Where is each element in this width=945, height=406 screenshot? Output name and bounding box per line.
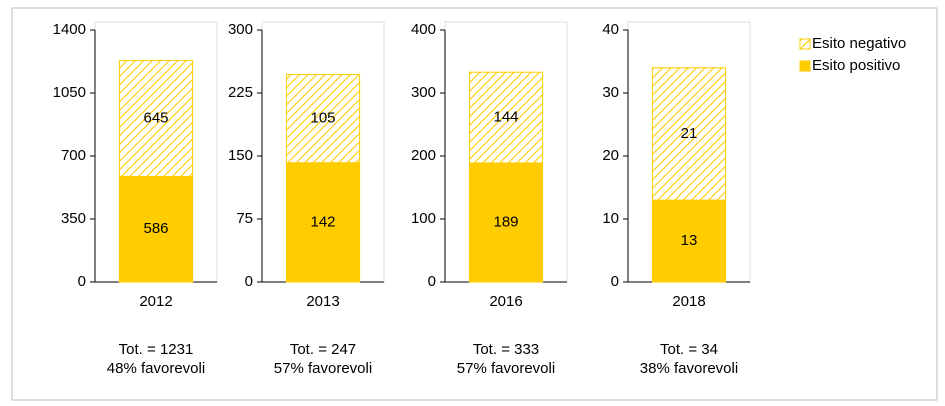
value-label: 144 — [493, 109, 518, 126]
value-label: 645 — [143, 109, 168, 126]
bar-segment — [468, 162, 544, 283]
y-tick-label: 350 — [61, 210, 86, 227]
value-label: 13 — [681, 232, 698, 249]
y-tick-label: 20 — [602, 147, 619, 164]
y-tick-label: 30 — [602, 84, 619, 101]
y-tick-label: 10 — [602, 210, 619, 227]
x-tick-label: 2013 — [306, 293, 339, 310]
y-tick-label: 300 — [228, 21, 253, 38]
annotation: 57% favorevoli — [457, 360, 555, 377]
y-tick-label: 150 — [228, 147, 253, 164]
annotation: Tot. = 34 — [660, 341, 718, 358]
bar-segment — [651, 199, 727, 283]
y-tick-label: 0 — [611, 273, 619, 290]
x-tick-label: 2012 — [139, 293, 172, 310]
y-tick-label: 400 — [411, 21, 436, 38]
y-tick-label: 700 — [61, 147, 86, 164]
bar-segment — [468, 71, 544, 164]
y-tick-label: 75 — [236, 210, 253, 227]
annotation: 48% favorevoli — [107, 360, 205, 377]
x-tick-label: 2016 — [489, 293, 522, 310]
value-label: 105 — [310, 110, 335, 127]
legend-label: Esito positivo — [812, 57, 900, 74]
legend-label: Esito negativo — [812, 35, 906, 52]
x-tick-label: 2018 — [672, 293, 705, 310]
bar-segment — [118, 59, 194, 178]
y-tick-label: 1050 — [53, 84, 86, 101]
y-tick-label: 100 — [411, 210, 436, 227]
y-tick-label: 225 — [228, 84, 253, 101]
y-tick-label: 0 — [78, 273, 86, 290]
value-label: 142 — [310, 213, 335, 230]
value-label: 21 — [681, 125, 698, 142]
annotation: Tot. = 247 — [290, 341, 356, 358]
bar-segment — [285, 74, 361, 164]
annotation: 57% favorevoli — [274, 360, 372, 377]
frame — [11, 7, 938, 401]
value-label: 189 — [493, 213, 518, 230]
y-tick-label: 300 — [411, 84, 436, 101]
legend-swatch — [799, 60, 811, 72]
value-label: 586 — [143, 220, 168, 237]
y-tick-label: 1400 — [53, 21, 86, 38]
y-tick-label: 200 — [411, 147, 436, 164]
annotation: 38% favorevoli — [640, 360, 738, 377]
y-tick-label: 0 — [428, 273, 436, 290]
y-tick-label: 0 — [245, 273, 253, 290]
bar-segment — [651, 67, 727, 201]
y-tick-label: 40 — [602, 21, 619, 38]
legend-swatch — [799, 38, 811, 50]
annotation: Tot. = 1231 — [119, 341, 194, 358]
annotation: Tot. = 333 — [473, 341, 539, 358]
